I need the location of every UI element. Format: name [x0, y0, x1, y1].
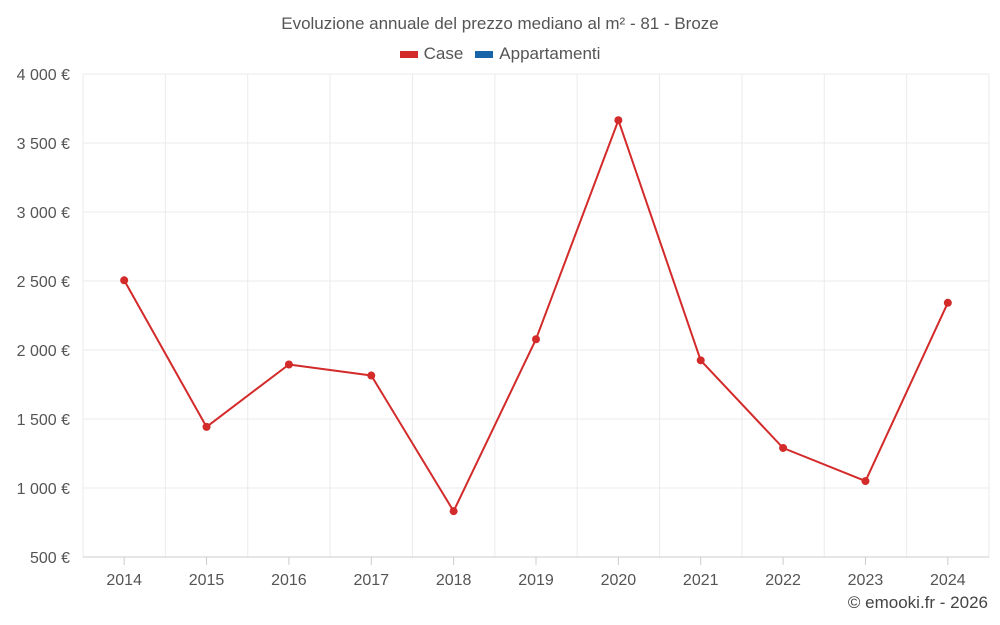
- data-point: [202, 422, 211, 431]
- y-tick-label: 2 000 €: [17, 343, 70, 360]
- x-tick-label: 2022: [765, 572, 801, 589]
- legend-swatch-case: [399, 50, 418, 58]
- legend-label-case: Case: [423, 44, 464, 63]
- y-tick-label: 3 000 €: [17, 205, 70, 222]
- data-point: [120, 276, 129, 285]
- data-point: [861, 477, 870, 486]
- chart-legend: Case Appartamenti: [0, 44, 1000, 64]
- y-tick-label: 2 500 €: [17, 274, 70, 291]
- y-tick-label: 1 500 €: [17, 412, 70, 429]
- x-tick-label: 2017: [353, 572, 389, 589]
- y-tick-label: 500 €: [30, 550, 70, 567]
- data-point: [284, 360, 293, 369]
- y-tick-label: 1 000 €: [17, 481, 70, 498]
- x-tick-label: 2023: [848, 572, 884, 589]
- legend-item-appartamenti[interactable]: Appartamenti: [475, 44, 600, 64]
- data-point: [367, 371, 376, 380]
- x-tick-label: 2014: [106, 572, 142, 589]
- x-tick-label: 2021: [683, 572, 719, 589]
- data-point: [943, 298, 952, 307]
- x-tick-label: 2018: [436, 572, 472, 589]
- legend-swatch-appartamenti: [475, 50, 494, 58]
- data-point: [532, 335, 540, 344]
- data-point: [449, 507, 458, 516]
- x-tick-label: 2019: [518, 572, 554, 589]
- x-tick-label: 2020: [601, 572, 637, 589]
- credit-text: © emooki.fr - 2026: [847, 593, 988, 612]
- data-point: [696, 356, 705, 365]
- legend-label-appartamenti: Appartamenti: [499, 44, 601, 63]
- x-tick-label: 2015: [189, 572, 225, 589]
- chart-title: Evoluzione annuale del prezzo mediano al…: [281, 14, 719, 33]
- y-tick-label: 3 500 €: [17, 136, 70, 153]
- legend-item-case[interactable]: Case: [399, 44, 464, 64]
- x-tick-label: 2024: [930, 572, 966, 589]
- data-point: [614, 116, 623, 125]
- y-tick-label: 4 000 €: [17, 67, 70, 84]
- x-tick-label: 2016: [271, 572, 307, 589]
- data-point: [779, 443, 788, 452]
